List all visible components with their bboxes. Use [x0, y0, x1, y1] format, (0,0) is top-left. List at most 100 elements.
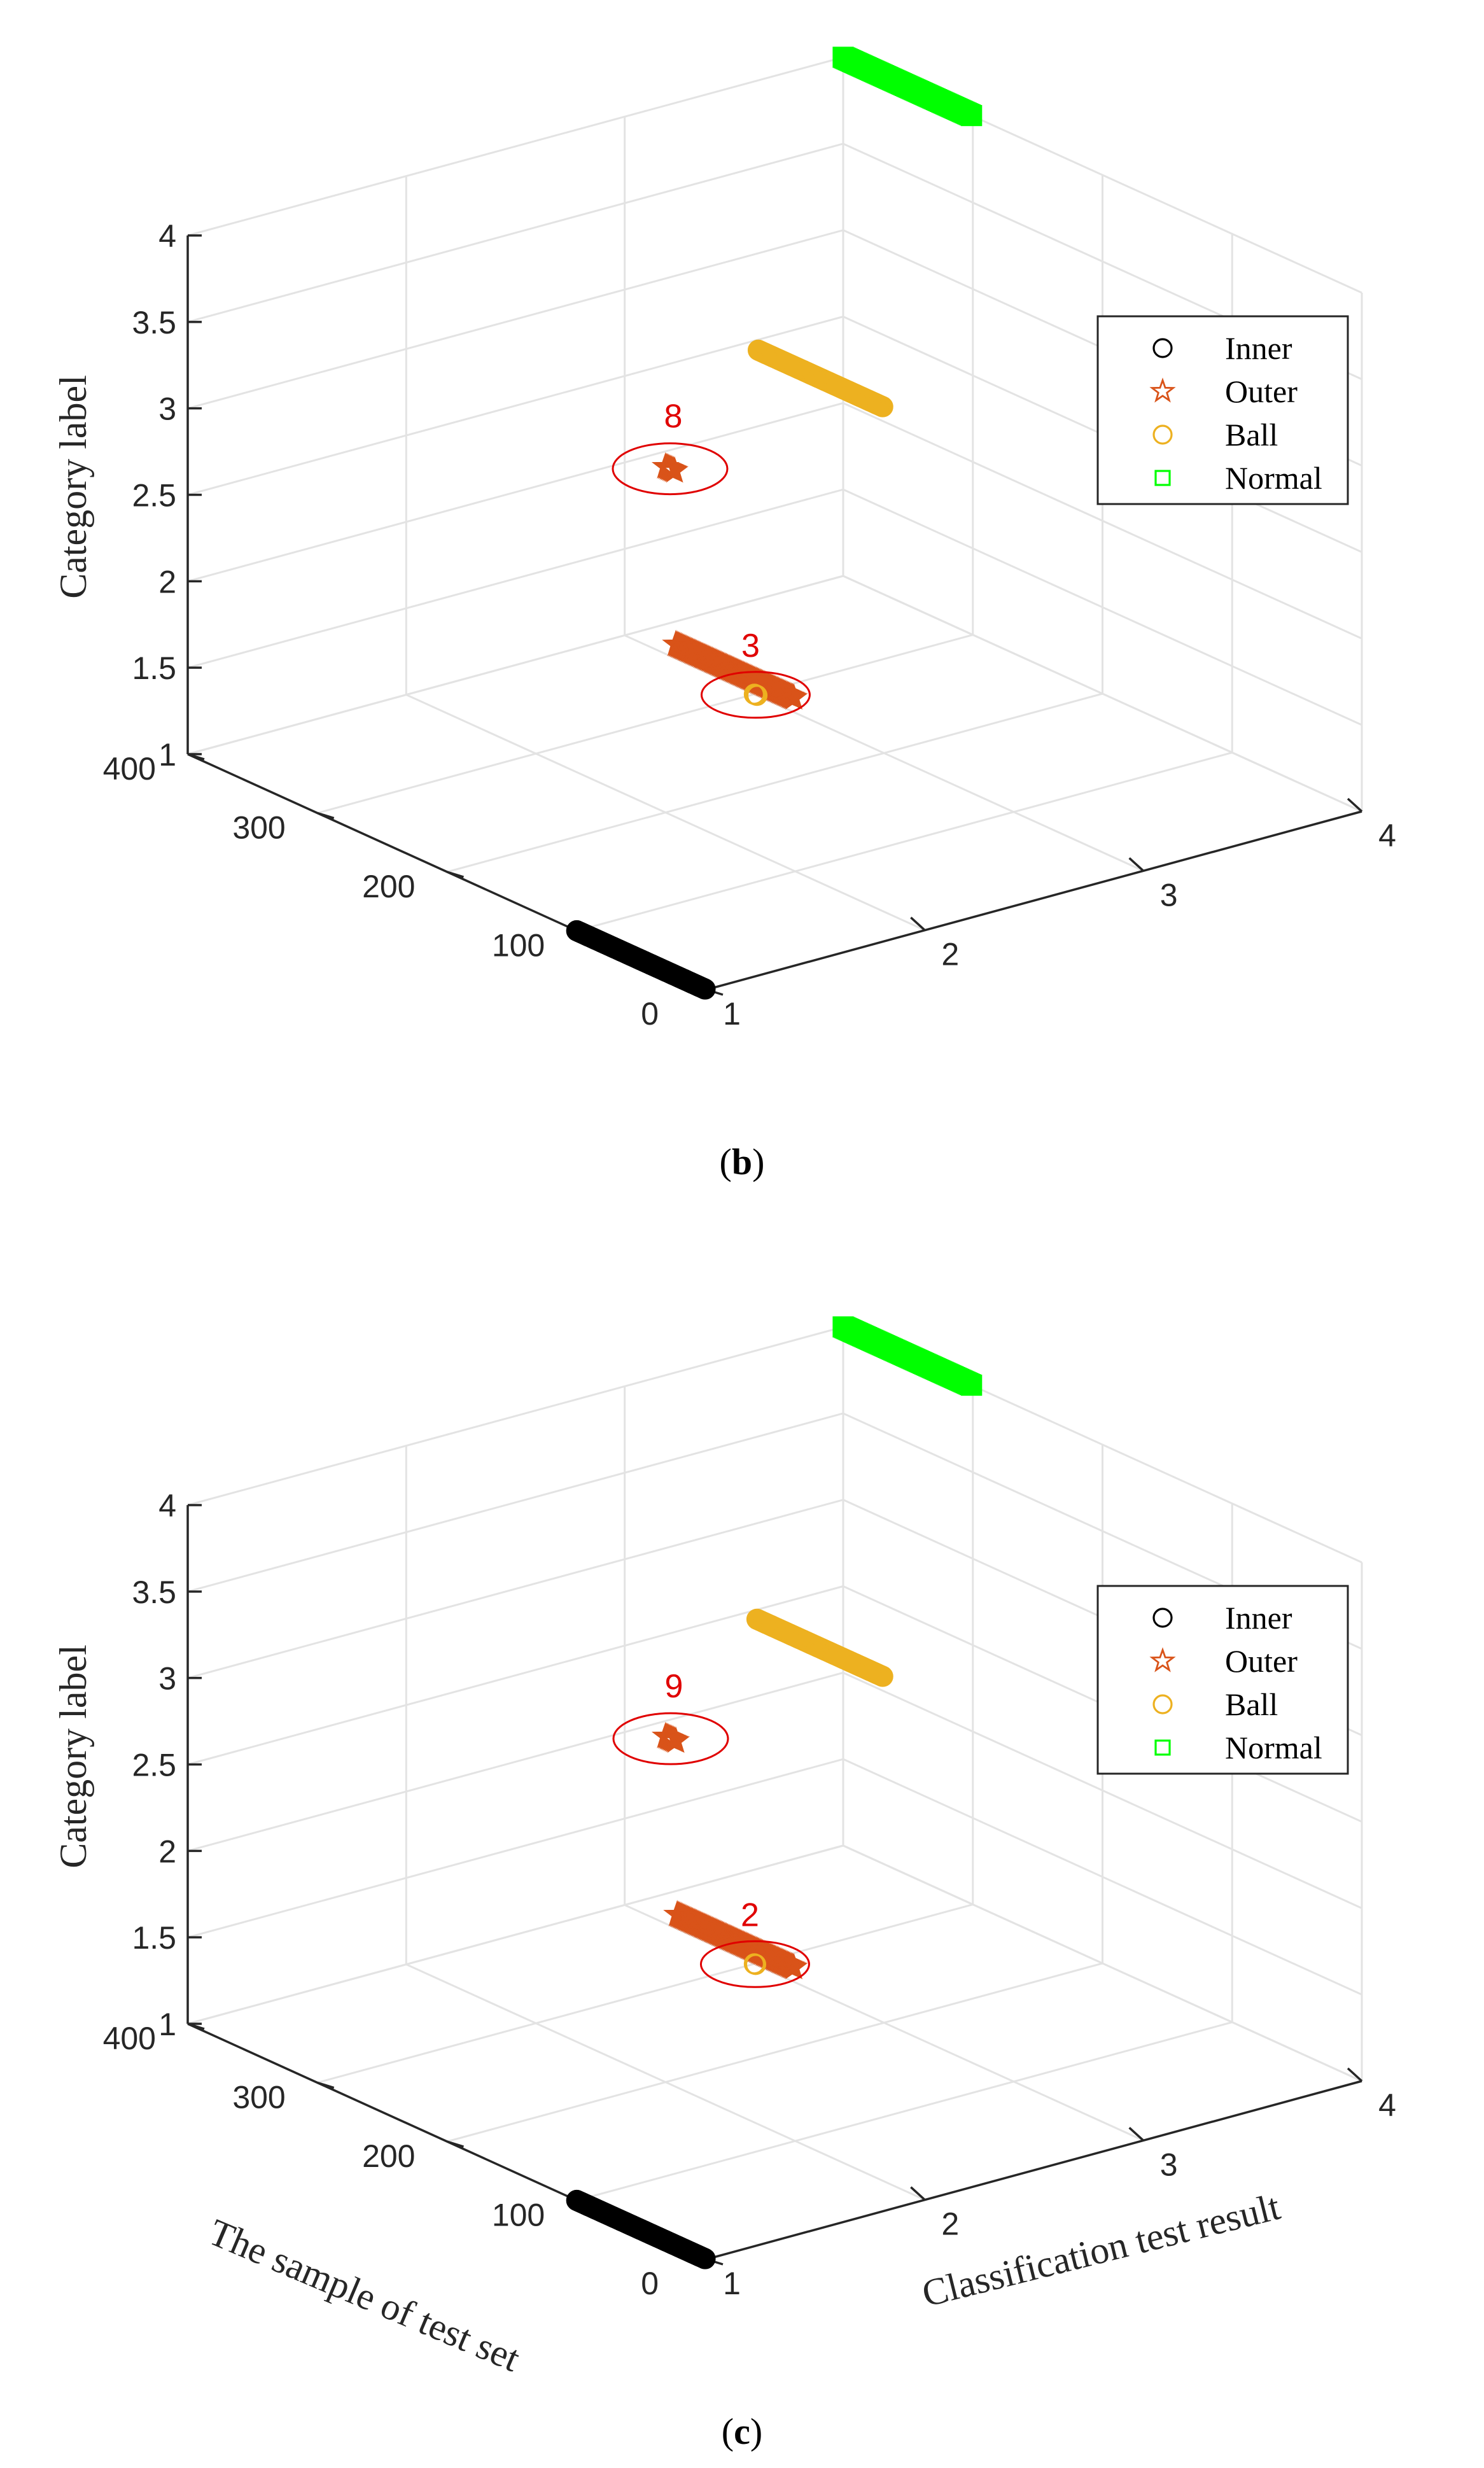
legend-marker-normal: [1154, 1739, 1171, 1756]
grid-line: [843, 1671, 1362, 1909]
y-tick: [446, 871, 465, 878]
grid-line: [187, 1844, 844, 2025]
y-tick: [187, 753, 205, 761]
legend-label-outer: Outer: [1225, 374, 1298, 409]
data-point-normal: [832, 46, 854, 68]
annotation-ellipse-outer: [612, 442, 729, 496]
z-tick-label: 4: [158, 218, 176, 254]
grid-line: [576, 2021, 1233, 2201]
legend-label-outer: Outer: [1225, 1643, 1298, 1679]
grid-line: [187, 1412, 844, 1593]
data-point-ball-misclassified: [743, 1953, 766, 1975]
legend-marker-outer: [1149, 377, 1176, 403]
x-tick-label: 1: [723, 996, 741, 1032]
z-tick-label: 3.5: [132, 1574, 176, 1610]
y-tick-label: 100: [492, 2198, 545, 2233]
grid-line: [187, 488, 844, 669]
x-tick-label: 4: [1378, 818, 1396, 853]
y-tick: [317, 811, 335, 820]
grid-line: [447, 1962, 1103, 2143]
panel-letter: b: [732, 1141, 752, 1182]
annotation-count-ball: 3: [741, 628, 760, 664]
x-tick-label: 3: [1160, 2147, 1178, 2182]
grid-line: [187, 56, 844, 237]
z-tick-label: 4: [158, 1488, 176, 1524]
grid-line: [187, 1671, 844, 1852]
legend-label-ball: Ball: [1225, 417, 1278, 452]
annotation-count-outer: 9: [665, 1668, 683, 1705]
x-tick: [910, 916, 926, 931]
x-tick-label: 1: [723, 2266, 741, 2301]
x-axis-line: [706, 810, 1362, 991]
legend-label-inner: Inner: [1225, 1600, 1292, 1636]
legend-marker-normal: [1154, 470, 1171, 486]
legend-label-normal: Normal: [1225, 460, 1322, 496]
y-tick: [317, 2081, 335, 2089]
z-tick-label: 3: [158, 391, 176, 427]
grid-line: [187, 1758, 844, 1939]
grid-line: [317, 634, 974, 814]
data-point-inner: [566, 2189, 587, 2212]
data-point-outer-misclassified: [651, 1721, 680, 1748]
legend-marker-inner: [1152, 1608, 1173, 1628]
legend-label-normal: Normal: [1225, 1730, 1322, 1765]
z-tick-label: 2.5: [132, 1748, 176, 1783]
data-point-inner: [566, 920, 587, 942]
annotation-ellipse-ball: [700, 671, 811, 719]
grid-line: [187, 1585, 844, 1765]
x-tick: [1128, 2127, 1144, 2142]
grid-line: [843, 402, 1362, 640]
z-tick-label: 1.5: [132, 1920, 176, 1956]
z-axis-title: Category label: [52, 1644, 94, 1869]
grid-line: [317, 1904, 974, 2084]
z-tick-label: 3.5: [132, 305, 176, 340]
x-tick-label: 2: [941, 2206, 959, 2242]
annotation-count-outer: 8: [664, 398, 683, 435]
legend-box: [1096, 1585, 1349, 1775]
legend-marker-outer: [1149, 1647, 1176, 1672]
y-tick-label: 300: [232, 810, 285, 846]
panel-letter: c: [734, 2411, 750, 2452]
grid-line: [187, 229, 844, 410]
grid-line: [843, 1758, 1362, 1996]
data-point-ball: [747, 339, 769, 361]
grid-line: [447, 692, 1103, 873]
y-tick: [187, 2023, 205, 2030]
grid-line: [187, 143, 844, 323]
y-tick-label: 200: [362, 2138, 415, 2174]
z-tick-label: 2: [158, 1833, 176, 1869]
data-point-ball: [746, 1608, 768, 1630]
legend-box: [1096, 315, 1349, 505]
legend-marker-ball: [1152, 424, 1173, 445]
y-tick-label: 200: [362, 869, 415, 904]
z-tick-label: 2.5: [132, 478, 176, 514]
data-point-outer: [663, 1900, 692, 1926]
y-tick-label: 0: [641, 996, 659, 1032]
grid-line: [843, 488, 1362, 726]
y-tick-label: 400: [103, 2021, 156, 2056]
data-point-ball-misclassified: [743, 684, 766, 705]
x-tick: [1128, 857, 1144, 872]
x-tick: [1347, 2067, 1363, 2082]
grid-line: [187, 1499, 844, 1679]
data-point-normal: [832, 1316, 854, 1338]
y-tick-label: 400: [103, 751, 156, 787]
legend-marker-inner: [1152, 338, 1173, 358]
z-tick-label: 1.5: [132, 650, 176, 686]
legend-label-inner: Inner: [1225, 330, 1292, 366]
z-axis-title: Category label: [52, 375, 94, 599]
y-tick-label: 300: [232, 2080, 285, 2115]
legend-label-ball: Ball: [1225, 1686, 1278, 1722]
grid-line: [187, 1326, 844, 1506]
x-tick: [910, 2186, 926, 2201]
data-point-outer: [662, 629, 690, 657]
grid-line: [187, 316, 844, 496]
grid-line: [187, 402, 844, 582]
grid-line: [576, 752, 1233, 932]
annotation-ellipse-ball: [699, 1940, 810, 1988]
x-tick: [1347, 797, 1363, 813]
